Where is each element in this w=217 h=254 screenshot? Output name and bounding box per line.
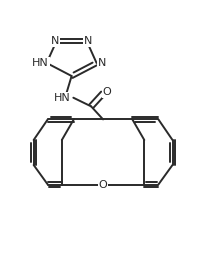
Text: HN: HN: [54, 93, 71, 103]
Text: N: N: [98, 58, 106, 68]
Text: N: N: [51, 36, 59, 46]
Text: O: O: [103, 87, 111, 97]
Text: N: N: [84, 36, 93, 46]
Text: O: O: [99, 180, 107, 189]
Text: HN: HN: [32, 58, 49, 68]
